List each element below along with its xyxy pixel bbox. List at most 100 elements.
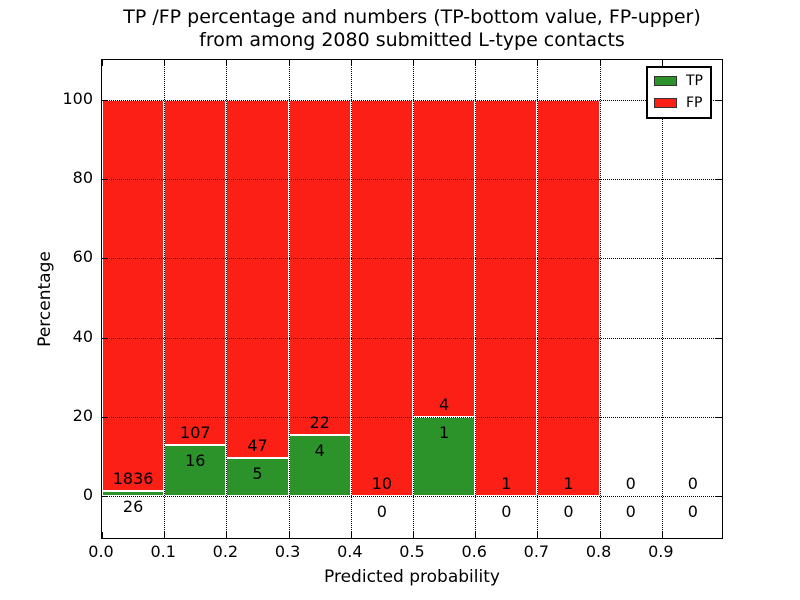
legend-label-fp: FP bbox=[686, 95, 703, 111]
x-axis-tick bbox=[537, 532, 539, 538]
bar-tp-segment bbox=[413, 417, 476, 497]
x-axis-tick-top bbox=[599, 60, 601, 66]
x-axis-tick-top bbox=[661, 60, 663, 66]
x-gridline bbox=[599, 60, 601, 538]
bar-fp-segment bbox=[102, 99, 165, 491]
y-gridline bbox=[102, 99, 722, 101]
y-axis-tick-right bbox=[716, 99, 722, 101]
tp-color-swatch bbox=[654, 76, 677, 86]
fp-count-label: 1 bbox=[501, 474, 512, 494]
x-tick-label: 0.1 bbox=[150, 542, 176, 561]
bar-fp-segment bbox=[475, 99, 538, 497]
x-tick-label: 0.2 bbox=[212, 542, 239, 561]
x-tick-label: 0.9 bbox=[648, 542, 674, 561]
tp-count-label: 0 bbox=[376, 502, 387, 522]
x-gridline bbox=[537, 60, 539, 538]
y-tick-label: 100 bbox=[62, 88, 93, 108]
y-axis-tick bbox=[102, 337, 108, 339]
y-axis-tick-right bbox=[716, 258, 722, 260]
chart-title: TP /FP percentage and numbers (TP-bottom… bbox=[101, 6, 723, 52]
x-gridline bbox=[164, 60, 166, 538]
x-tick-label: 0.5 bbox=[399, 542, 425, 561]
legend-entry-tp: TP bbox=[654, 74, 704, 88]
bar-fp-segment bbox=[164, 99, 227, 445]
bar-tp-segment bbox=[102, 490, 165, 497]
x-axis-tick-top bbox=[413, 60, 414, 66]
fp-count-label: 4 bbox=[439, 395, 450, 415]
x-gridline bbox=[350, 60, 352, 538]
x-gridline bbox=[413, 60, 414, 538]
x-tick-label: 0.4 bbox=[337, 542, 363, 561]
bar-fp-segment bbox=[537, 99, 600, 497]
fp-count-label: 0 bbox=[687, 474, 698, 494]
tp-count-label: 26 bbox=[122, 496, 144, 516]
tp-count-label: 0 bbox=[563, 502, 574, 522]
x-axis-tick-top bbox=[350, 60, 352, 66]
y-gridline bbox=[102, 496, 722, 498]
chart-title-line1: TP /FP percentage and numbers (TP-bottom… bbox=[123, 6, 701, 28]
x-axis-tick bbox=[350, 532, 352, 538]
y-axis-tick bbox=[102, 258, 108, 260]
x-axis-tick-top bbox=[164, 60, 166, 66]
fp-count-label: 22 bbox=[309, 413, 330, 433]
bar-fp-segment bbox=[226, 99, 289, 459]
fp-count-label: 0 bbox=[625, 474, 636, 494]
fp-count-label: 47 bbox=[247, 436, 268, 456]
x-axis-tick bbox=[413, 532, 414, 538]
x-axis-tick bbox=[288, 532, 290, 538]
x-axis-tick-top bbox=[537, 60, 539, 66]
x-axis-tick bbox=[102, 532, 103, 538]
fp-count-label: 10 bbox=[371, 474, 393, 494]
tp-count-label: 4 bbox=[314, 441, 325, 461]
y-gridline bbox=[102, 417, 722, 419]
bar-fp-segment bbox=[288, 99, 351, 436]
legend: TP FP bbox=[646, 66, 712, 119]
y-gridline bbox=[102, 258, 722, 260]
y-axis-tick bbox=[102, 99, 108, 101]
y-axis-tick bbox=[102, 496, 108, 498]
tp-count-label: 5 bbox=[252, 464, 263, 484]
tp-count-label: 0 bbox=[687, 502, 698, 522]
x-axis-tick bbox=[475, 532, 477, 538]
bar-fp-segment bbox=[350, 99, 413, 497]
x-gridline bbox=[661, 60, 663, 538]
y-axis-tick-right bbox=[716, 179, 722, 180]
fp-color-swatch bbox=[654, 98, 677, 108]
x-tick-label: 0.0 bbox=[88, 542, 114, 561]
x-axis-tick-top bbox=[226, 60, 228, 66]
plot-area: 1836 26 107 16 47 5 22 4 10 0 4 1 1 0 1 0 0 0 0 0 bbox=[101, 59, 723, 539]
x-gridline bbox=[226, 60, 228, 538]
y-axis-tick bbox=[102, 179, 108, 180]
x-tick-label: 0.7 bbox=[523, 542, 550, 561]
x-axis-tick bbox=[599, 532, 601, 538]
y-tick-label: 40 bbox=[72, 326, 93, 346]
y-tick-label: 60 bbox=[72, 247, 93, 267]
legend-entry-fp: FP bbox=[654, 96, 704, 110]
y-tick-label: 80 bbox=[72, 168, 93, 187]
y-axis-tick-right bbox=[716, 417, 722, 419]
x-gridline bbox=[475, 60, 477, 538]
y-axis-tick bbox=[102, 417, 108, 419]
chart-title-line2: from among 2080 submitted L-type contact… bbox=[199, 29, 625, 51]
tp-count-label: 16 bbox=[185, 450, 206, 470]
x-axis-tick-top bbox=[102, 60, 103, 66]
fp-count-label: 107 bbox=[180, 422, 211, 442]
tp-count-label: 1 bbox=[439, 422, 450, 442]
y-tick-label: 0 bbox=[82, 485, 93, 505]
x-axis-tick-top bbox=[475, 60, 477, 66]
legend-label-tp: TP bbox=[686, 73, 703, 89]
x-axis-tick bbox=[164, 532, 166, 538]
y-gridline bbox=[102, 179, 722, 180]
bar-tp-segment bbox=[288, 435, 351, 497]
tp-count-label: 0 bbox=[501, 502, 512, 522]
x-tick-label: 0.3 bbox=[274, 542, 301, 561]
x-axis-tick bbox=[661, 532, 663, 538]
tp-count-label: 0 bbox=[625, 502, 636, 522]
y-gridline bbox=[102, 337, 722, 339]
y-axis-tick-right bbox=[716, 496, 722, 498]
x-gridline bbox=[288, 60, 290, 538]
x-axis-label: Predicted probability bbox=[324, 567, 500, 587]
x-tick-label: 0.6 bbox=[461, 542, 487, 561]
x-tick-label: 0.8 bbox=[585, 542, 612, 561]
